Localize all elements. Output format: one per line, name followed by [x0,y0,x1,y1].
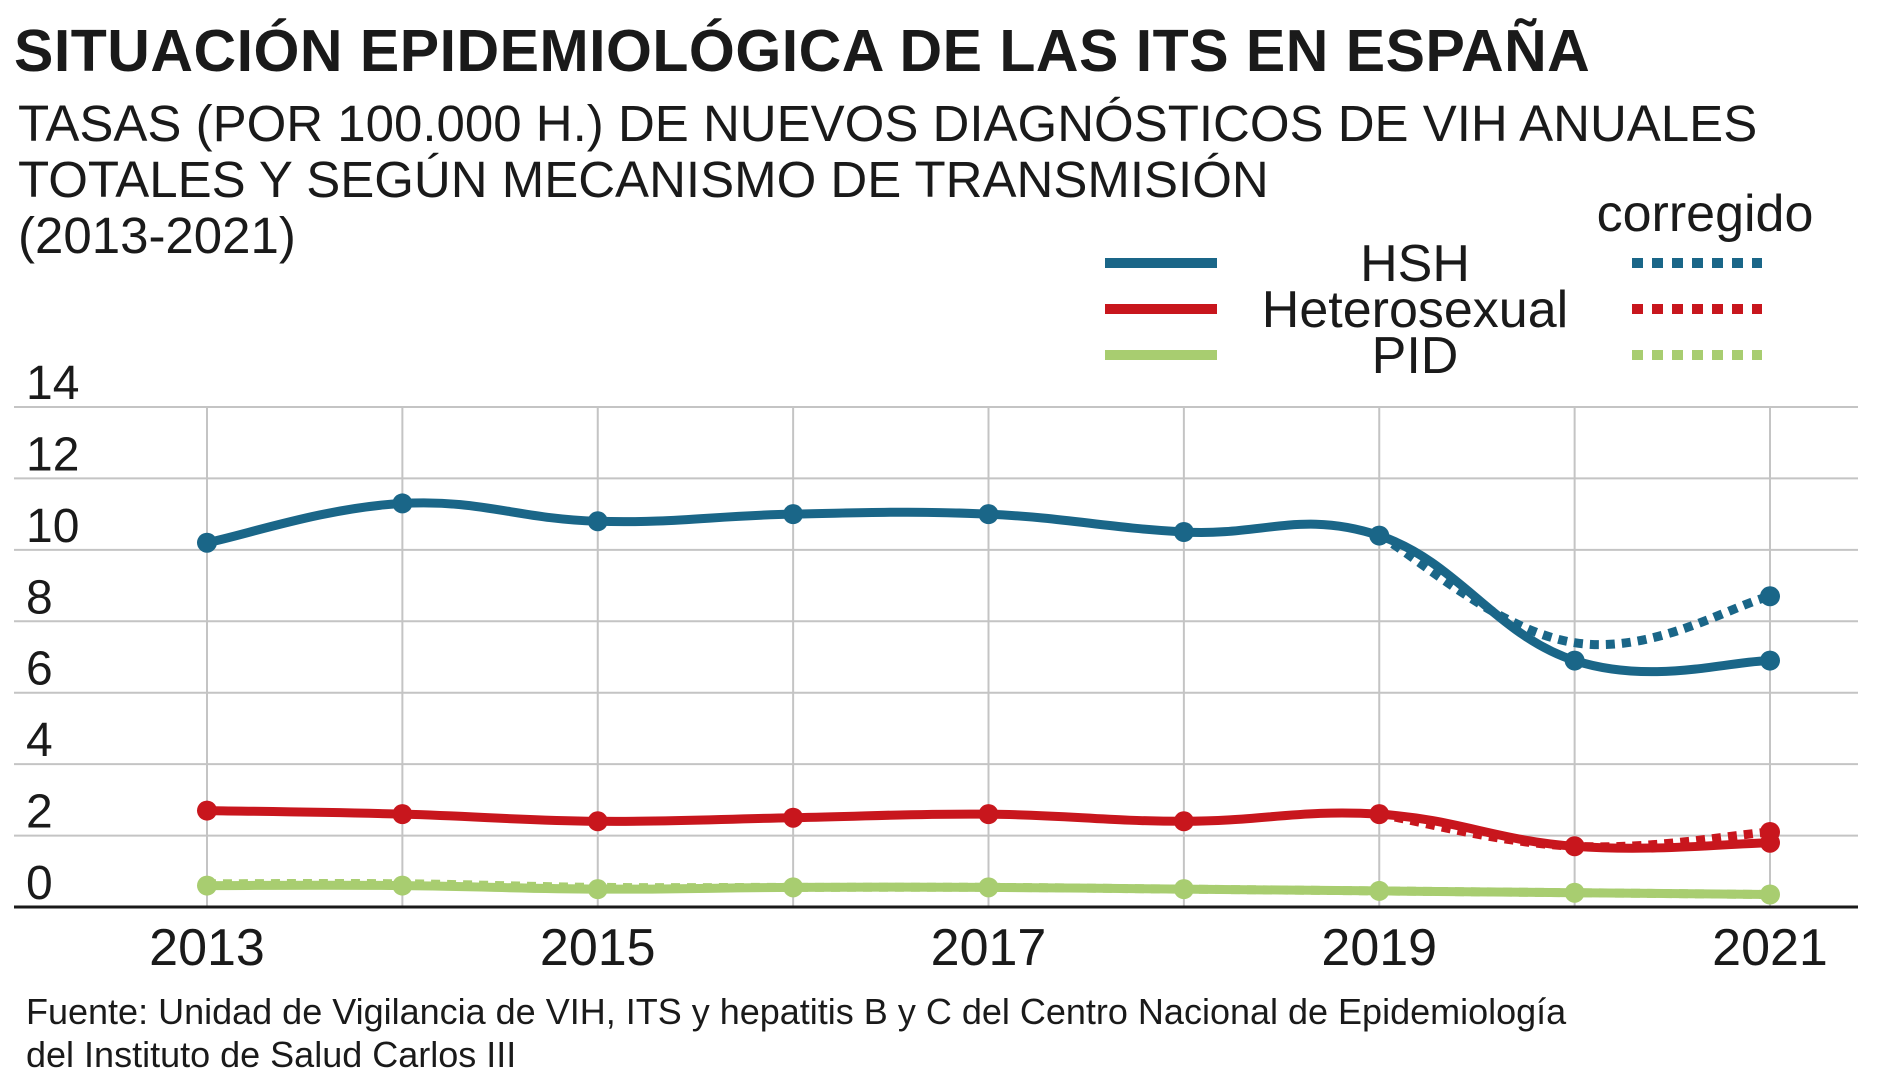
point-hsh-2013 [197,532,217,553]
x-tick-label-2019: 2019 [1321,919,1437,977]
source-note: Fuente: Unidad de Vigilancia de VIH, ITS… [26,990,1566,1076]
point-hsh-2021 [1760,650,1780,671]
y-tick-label-4: 4 [26,714,53,767]
chart-title: SITUACIÓN EPIDEMIOLÓGICA DE LAS ITS EN E… [14,18,1591,84]
point-pid-2020 [1564,882,1585,903]
point-heterosexual-2013 [197,800,217,821]
point-pid-2016 [783,877,804,898]
subtitle-line-3: (2013-2021) [18,207,296,264]
y-tick-label-14: 14 [26,357,79,410]
point-hsh-2017 [978,504,999,525]
point-heterosexual-corrected-2021 [1760,822,1780,842]
legend-label-pid: PID [1372,327,1459,385]
x-tick-label-2021: 2021 [1712,919,1828,977]
point-hsh-2020 [1564,650,1585,671]
series-hsh-corrected-line [1377,531,1772,650]
legend-label-hsh: HSH [1360,235,1470,293]
source-line-1: Fuente: Unidad de Vigilancia de VIH, ITS… [26,991,1567,1032]
point-hsh-corrected-2021 [1760,586,1780,607]
point-pid-2021 [1760,884,1780,905]
x-tick-label-2017: 2017 [931,919,1047,977]
point-hsh-2014 [392,493,413,514]
y-tick-label-2: 2 [26,786,53,839]
point-heterosexual-2017 [978,804,999,825]
point-heterosexual-2014 [392,804,413,825]
point-pid-2017 [978,877,999,898]
chart-subtitle: TASAS (POR 100.000 H.) DE NUEVOS DIAGNÓS… [18,96,1757,264]
point-pid-2019 [1369,880,1390,901]
point-hsh-2018 [1173,522,1194,542]
source-line-2: del Instituto de Salud Carlos III [26,1034,517,1075]
point-hsh-2019 [1369,525,1390,546]
point-heterosexual-2019 [1369,804,1390,825]
point-pid-2014 [392,875,413,896]
point-pid-2015 [587,879,608,900]
y-tick-label-10: 10 [26,500,79,553]
y-tick-label-0: 0 [26,857,53,910]
y-tick-label-12: 12 [26,428,79,481]
point-heterosexual-2020 [1564,836,1585,857]
x-tick-label-2015: 2015 [540,919,656,977]
y-tick-label-6: 6 [26,643,53,696]
subtitle-line-1: TASAS (POR 100.000 H.) DE NUEVOS DIAGNÓS… [18,95,1758,152]
point-heterosexual-2015 [587,811,608,832]
point-pid-2013 [197,875,217,896]
legend-corrected-label: corregido [1597,185,1814,243]
point-hsh-2015 [587,511,608,532]
y-tick-label-8: 8 [26,571,53,624]
point-pid-2018 [1173,879,1194,900]
point-heterosexual-2016 [783,807,804,828]
point-hsh-2016 [783,504,804,525]
legend-label-heterosexual: Heterosexual [1262,281,1568,339]
subtitle-line-2: TOTALES Y SEGÚN MECANISMO DE TRANSMISIÓN [18,151,1269,208]
point-heterosexual-2018 [1173,811,1194,832]
x-tick-label-2013: 2013 [149,919,265,977]
